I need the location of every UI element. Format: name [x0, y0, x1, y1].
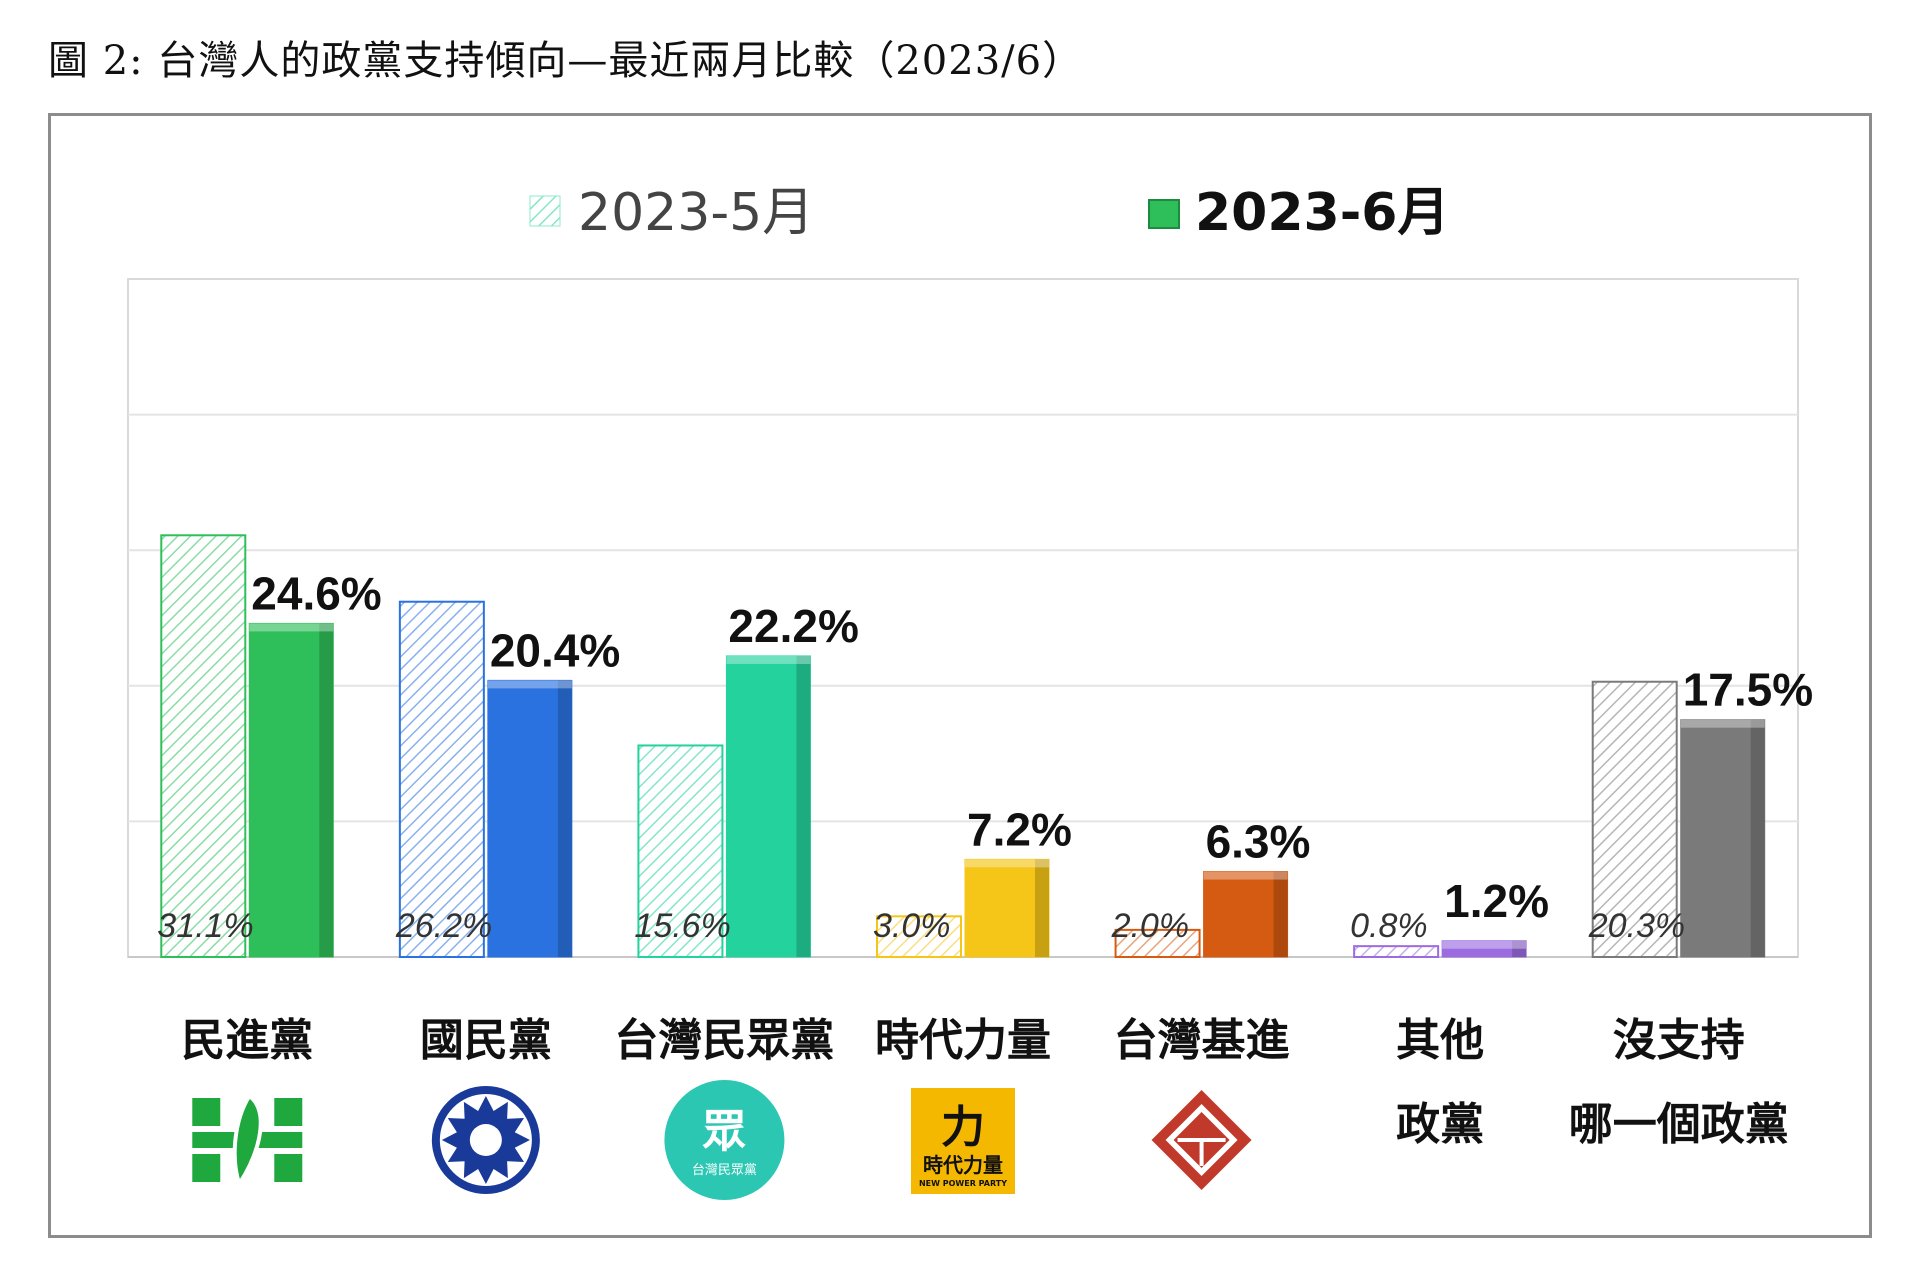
- value-label-june-npp: 7.2%: [967, 803, 1072, 855]
- legend-label-june: 2023-6月: [1195, 183, 1450, 243]
- bar-june-top-tpp: [726, 655, 811, 664]
- legend-label-may: 2023-5月: [578, 183, 814, 243]
- value-label-june-dpp: 24.6%: [251, 567, 381, 619]
- value-label-may-tpp: 15.6%: [634, 907, 730, 945]
- bar-june-kmt: [487, 679, 573, 958]
- bar-june-shade-npp: [1035, 859, 1049, 957]
- bar-june-other: [1441, 940, 1527, 958]
- bar-june-top-dpp: [249, 623, 334, 632]
- bar-june-shade-none: [1750, 719, 1765, 957]
- category-label-tsp: 台灣基進: [1114, 1015, 1290, 1066]
- bar-may-npp: [876, 915, 962, 959]
- bar-june-shade-kmt: [557, 680, 572, 957]
- category-label-none: 哪一個政黨: [1569, 1099, 1789, 1150]
- category-label-dpp: 民進黨: [181, 1015, 313, 1066]
- bar-june-dpp: [248, 622, 334, 958]
- value-label-may-none: 20.3%: [1588, 907, 1685, 945]
- bar-june-top-tsp: [1203, 871, 1288, 880]
- category-label-npp: 時代力量: [875, 1015, 1051, 1066]
- bar-june-shade-other: [1512, 940, 1527, 957]
- bar-june-npp: [964, 858, 1050, 958]
- value-label-june-none: 17.5%: [1683, 664, 1813, 716]
- dpp-logo-icon: [192, 1093, 303, 1189]
- value-label-may-kmt: 26.2%: [395, 907, 492, 945]
- legend-swatch-may: [529, 195, 561, 227]
- tpp-logo-text: 台灣民眾黨: [692, 1163, 757, 1178]
- bar-may-tsp: [1114, 928, 1201, 959]
- npp-logo-glyph: 力: [941, 1102, 985, 1153]
- legend-swatch-june: [1148, 199, 1180, 229]
- category-label-kmt: 國民黨: [420, 1015, 552, 1066]
- bar-june-shade-tpp: [796, 655, 811, 957]
- value-label-june-tpp: 22.2%: [728, 600, 858, 652]
- value-label-june-kmt: 20.4%: [490, 624, 620, 676]
- bar-may-dpp: [160, 534, 247, 958]
- bar-may-tpp: [637, 744, 724, 958]
- category-label-other: 其他: [1396, 1015, 1484, 1066]
- value-label-may-other: 0.8%: [1350, 907, 1428, 945]
- bar-june-top-none: [1680, 719, 1765, 728]
- bar-may-kmt: [398, 600, 485, 959]
- tpp-logo-glyph: 眾: [702, 1106, 746, 1157]
- bar-june-tsp: [1203, 871, 1289, 958]
- bar-june-shade-dpp: [319, 623, 334, 957]
- bar-june-none: [1680, 719, 1766, 958]
- value-label-may-npp: 3.0%: [873, 907, 951, 945]
- bar-june-shade-tsp: [1273, 871, 1288, 957]
- figure-title: 圖 2: 台灣人的政黨支持傾向—最近兩月比較（2023/6）: [48, 38, 1084, 84]
- bar-june-top-npp: [965, 859, 1049, 868]
- npp-logo-text: 時代力量: [923, 1153, 1003, 1177]
- category-label-other: 政黨: [1396, 1099, 1484, 1150]
- tsp-logo-icon: [1151, 1090, 1252, 1190]
- chart-frame: [48, 113, 1872, 1238]
- bar-may-other: [1353, 945, 1440, 958]
- bar-june-tpp: [725, 655, 811, 958]
- value-label-june-other: 1.2%: [1444, 875, 1549, 927]
- kmt-logo-icon: [431, 1086, 540, 1194]
- npp-logo-subtext: NEW POWER PARTY: [919, 1179, 1007, 1188]
- category-label-tpp: 台灣民眾黨: [614, 1015, 834, 1066]
- bar-june-top-kmt: [487, 680, 572, 689]
- value-label-june-tsp: 6.3%: [1206, 816, 1311, 868]
- bar-june-top-other: [1442, 940, 1527, 949]
- value-label-may-tsp: 2.0%: [1111, 907, 1190, 945]
- bar-may-none: [1591, 680, 1678, 958]
- value-label-may-dpp: 31.1%: [157, 907, 253, 945]
- category-label-none: 沒支持: [1613, 1015, 1745, 1066]
